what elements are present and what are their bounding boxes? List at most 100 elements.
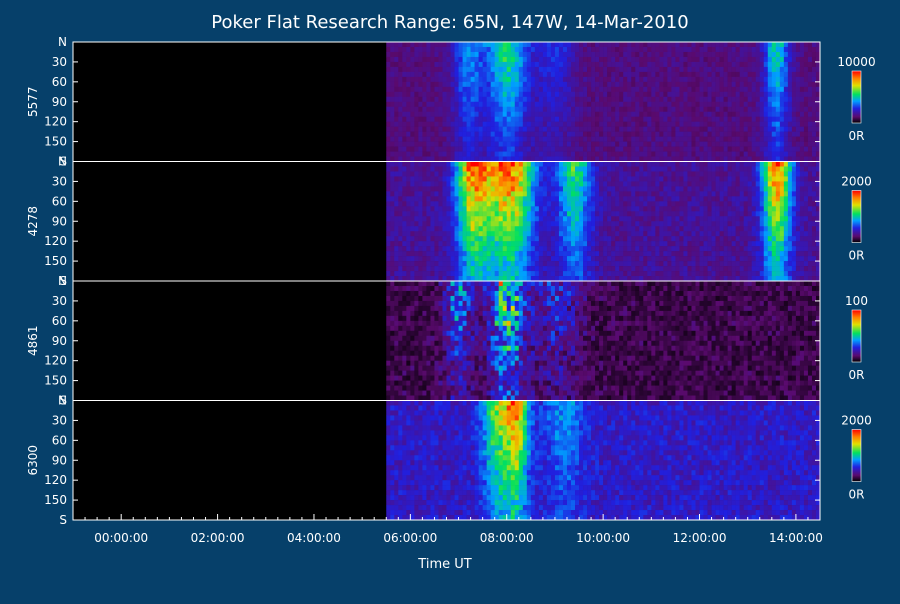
- heatmap-cell: [615, 271, 619, 276]
- heatmap-cell: [455, 206, 459, 211]
- heatmap-cell: [691, 271, 695, 276]
- heatmap-cell: [712, 271, 716, 276]
- heatmap-cell: [519, 261, 523, 266]
- heatmap-cell: [587, 62, 591, 67]
- heatmap-cell: [495, 82, 499, 87]
- heatmap-cell: [467, 147, 471, 152]
- heatmap-cell: [595, 97, 599, 102]
- heatmap-cell: [800, 92, 804, 97]
- heatmap-cell: [756, 102, 760, 107]
- heatmap-cell: [696, 127, 700, 132]
- heatmap-cell: [563, 271, 567, 276]
- heatmap-cell: [708, 166, 712, 171]
- heatmap-cell: [663, 57, 667, 62]
- heatmap-cell: [683, 162, 687, 167]
- heatmap-cell: [812, 52, 816, 57]
- heatmap-cell: [503, 241, 507, 246]
- heatmap-cell: [716, 52, 720, 57]
- heatmap-cell: [728, 102, 732, 107]
- heatmap-cell: [499, 231, 503, 236]
- heatmap-cell: [535, 216, 539, 221]
- heatmap-cell: [523, 241, 527, 246]
- heatmap-cell: [732, 162, 736, 167]
- heatmap-cell: [398, 87, 402, 92]
- heatmap-cell: [463, 211, 467, 216]
- heatmap-cell: [679, 211, 683, 216]
- heatmap-cell: [720, 117, 724, 122]
- heatmap-cell: [394, 112, 398, 117]
- heatmap-cell: [776, 67, 780, 72]
- heatmap-cell: [503, 147, 507, 152]
- heatmap-cell: [430, 236, 434, 241]
- heatmap-cell: [712, 42, 716, 47]
- heatmap-cell: [655, 251, 659, 256]
- heatmap-cell: [712, 67, 716, 72]
- heatmap-cell: [764, 72, 768, 77]
- heatmap-cell: [748, 241, 752, 246]
- heatmap-cell: [812, 82, 816, 87]
- heatmap-cell: [410, 241, 414, 246]
- heatmap-cell: [455, 261, 459, 266]
- heatmap-cell: [591, 226, 595, 231]
- heatmap-cell: [615, 137, 619, 142]
- heatmap-cell: [579, 42, 583, 47]
- heatmap-cell: [720, 52, 724, 57]
- heatmap-cell: [760, 97, 764, 102]
- heatmap-cell: [792, 52, 796, 57]
- heatmap-cell: [567, 191, 571, 196]
- heatmap-cell: [398, 206, 402, 211]
- heatmap-cell: [691, 166, 695, 171]
- heatmap-cell: [627, 241, 631, 246]
- heatmap-cell: [720, 176, 724, 181]
- heatmap-cell: [515, 206, 519, 211]
- heatmap-cell: [659, 62, 663, 67]
- heatmap-cell: [623, 241, 627, 246]
- heatmap-cell: [459, 47, 463, 52]
- heatmap-cell: [451, 216, 455, 221]
- heatmap-cell: [535, 191, 539, 196]
- heatmap-cell: [471, 82, 475, 87]
- heatmap-cell: [708, 201, 712, 206]
- heatmap-cell: [394, 261, 398, 266]
- heatmap-cell: [683, 102, 687, 107]
- heatmap-cell: [679, 87, 683, 92]
- heatmap-cell: [675, 266, 679, 271]
- heatmap-cell: [507, 196, 511, 201]
- heatmap-cell: [430, 142, 434, 147]
- heatmap-cell: [426, 147, 430, 152]
- heatmap-cell: [780, 221, 784, 226]
- heatmap-cell: [732, 231, 736, 236]
- heatmap-cell: [595, 191, 599, 196]
- heatmap-cell: [499, 92, 503, 97]
- heatmap-cell: [475, 137, 479, 142]
- heatmap-cell: [447, 226, 451, 231]
- heatmap-cell: [543, 211, 547, 216]
- heatmap-cell: [595, 57, 599, 62]
- heatmap-cell: [679, 261, 683, 266]
- heatmap-cell: [551, 171, 555, 176]
- heatmap-cell: [700, 57, 704, 62]
- heatmap-cell: [583, 196, 587, 201]
- heatmap-cell: [519, 241, 523, 246]
- heatmap-cell: [579, 67, 583, 72]
- heatmap-cell: [772, 211, 776, 216]
- heatmap-cell: [623, 206, 627, 211]
- heatmap-cell: [732, 42, 736, 47]
- heatmap-cell: [491, 142, 495, 147]
- heatmap-cell: [683, 47, 687, 52]
- heatmap-cell: [438, 142, 442, 147]
- heatmap-cell: [531, 216, 535, 221]
- heatmap-cell: [459, 271, 463, 276]
- heatmap-cell: [503, 231, 507, 236]
- heatmap-cell: [402, 137, 406, 142]
- heatmap-cell: [687, 62, 691, 67]
- heatmap-cell: [495, 206, 499, 211]
- heatmap-cell: [406, 251, 410, 256]
- heatmap-cell: [459, 102, 463, 107]
- heatmap-cell: [575, 261, 579, 266]
- heatmap-cell: [515, 122, 519, 127]
- heatmap-cell: [736, 211, 740, 216]
- heatmap-cell: [716, 181, 720, 186]
- heatmap-cell: [679, 152, 683, 157]
- heatmap-cell: [471, 196, 475, 201]
